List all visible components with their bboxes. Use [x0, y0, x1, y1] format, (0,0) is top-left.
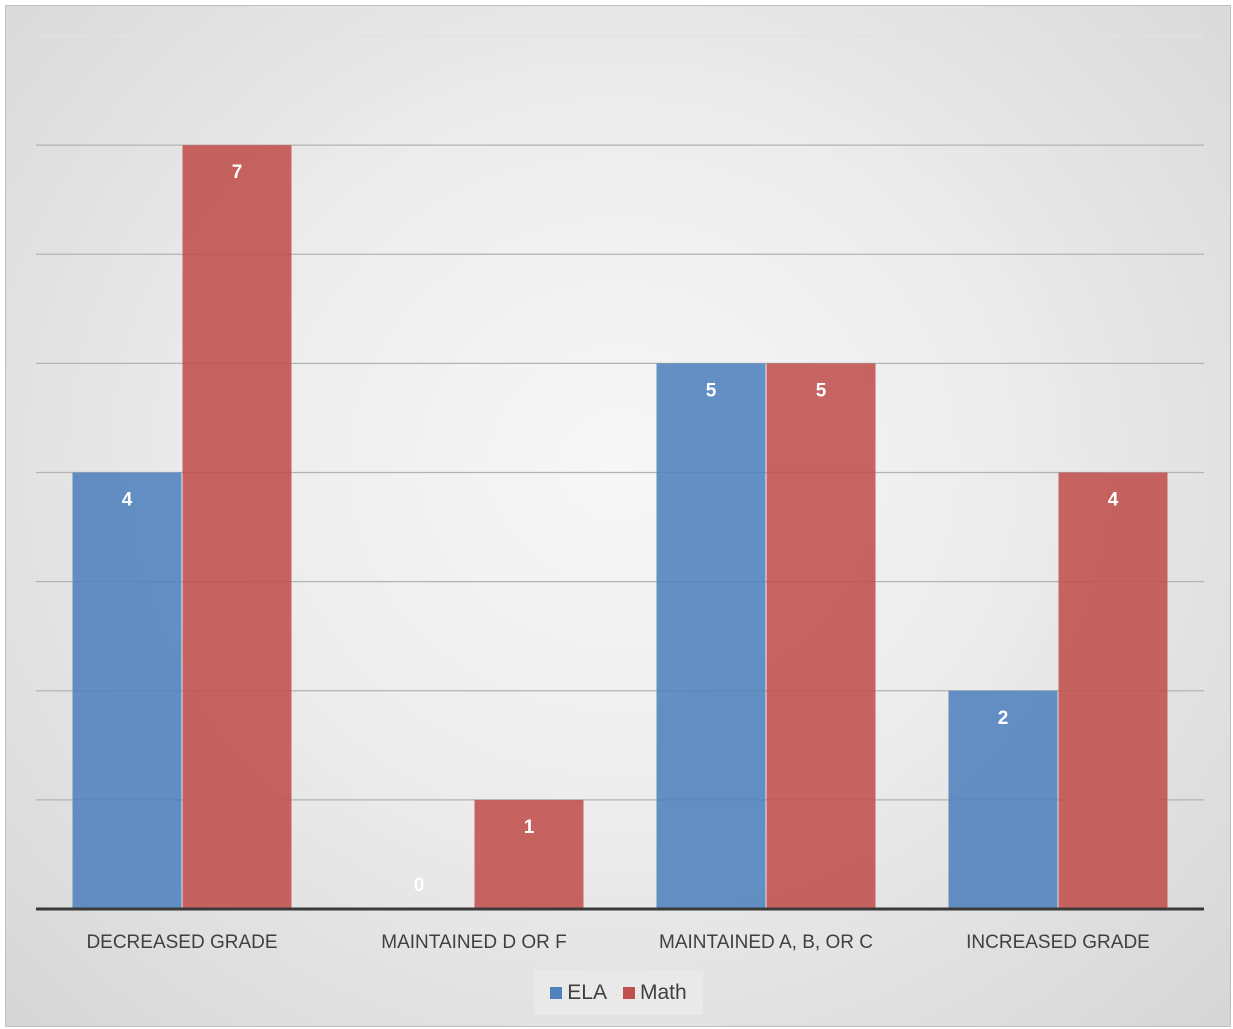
data-label-ela: 4: [122, 490, 133, 511]
data-label-math: 5: [816, 380, 827, 401]
bar-ela: [72, 472, 182, 909]
bar-math: [766, 363, 876, 909]
x-tick-label: MAINTAINED D OR F: [381, 932, 566, 953]
bar-math: [1058, 472, 1168, 909]
x-tick-label: INCREASED GRADE: [966, 932, 1150, 953]
legend-item-math: Math: [623, 981, 687, 1005]
bar-ela: [948, 690, 1058, 909]
bar-chart: 4 7 DECREASED GRADE 0 1 MAINTAINED D OR F 5 5 MA…: [36, 35, 1204, 953]
legend-swatch-math: [623, 987, 635, 999]
legend-item-ela: ELA: [550, 981, 607, 1005]
data-label-ela: 5: [706, 380, 717, 401]
x-tick-label: MAINTAINED A, B, OR C: [659, 932, 873, 953]
bar-math: [474, 799, 584, 909]
bar-math: [182, 145, 292, 909]
data-label-math: 4: [1108, 490, 1119, 511]
chart-legend: ELA Math: [534, 971, 703, 1015]
legend-label-math: Math: [640, 981, 687, 1004]
data-label-math: 1: [524, 817, 535, 838]
x-tick-label: DECREASED GRADE: [86, 932, 277, 953]
data-label-math: 7: [232, 162, 243, 183]
legend-label-ela: ELA: [567, 981, 607, 1004]
data-label-ela: 0: [414, 875, 425, 896]
bar-ela: [656, 363, 766, 909]
chart-area: 4 7 DECREASED GRADE 0 1 MAINTAINED D OR F 5 5 MA…: [5, 5, 1231, 1027]
legend-swatch-ela: [550, 987, 563, 999]
data-label-ela: 2: [998, 708, 1009, 729]
